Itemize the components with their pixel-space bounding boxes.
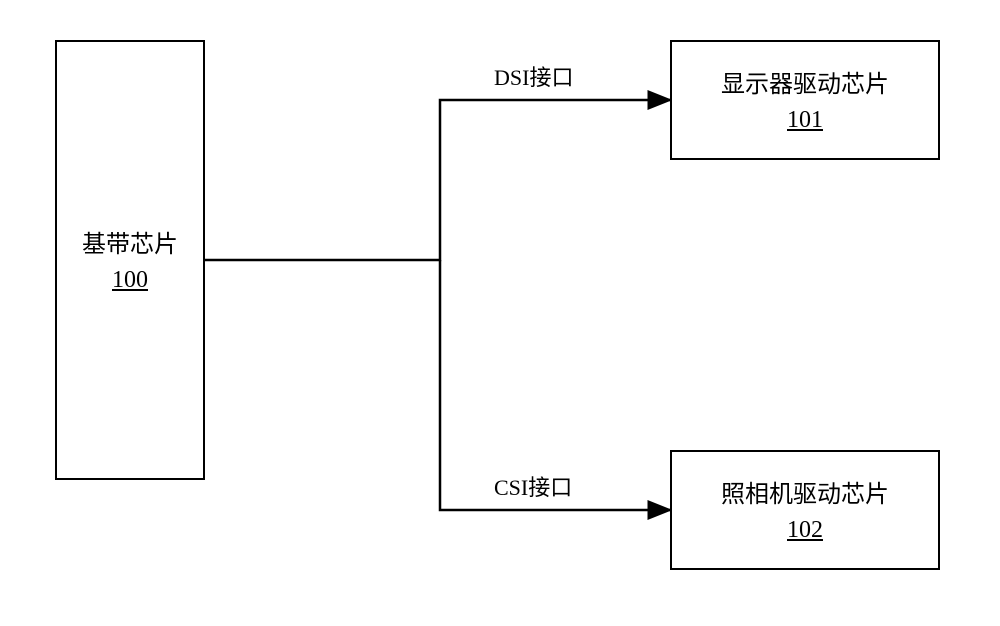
edge-dsi-label: DSI接口: [490, 60, 577, 92]
node-camera-driver-title: 照相机驱动芯片: [721, 477, 889, 513]
node-baseband-title: 基带芯片: [82, 227, 178, 263]
node-display-driver: 显示器驱动芯片 101: [670, 40, 940, 160]
node-baseband: 基带芯片 100: [55, 40, 205, 480]
node-display-driver-number: 101: [787, 107, 823, 134]
node-camera-driver: 照相机驱动芯片 102: [670, 450, 940, 570]
edge-dsi-path: [205, 100, 670, 260]
edge-csi-label: CSI接口: [490, 470, 576, 502]
node-baseband-number: 100: [112, 267, 148, 294]
node-camera-driver-number: 102: [787, 517, 823, 544]
node-display-driver-title: 显示器驱动芯片: [721, 67, 889, 103]
